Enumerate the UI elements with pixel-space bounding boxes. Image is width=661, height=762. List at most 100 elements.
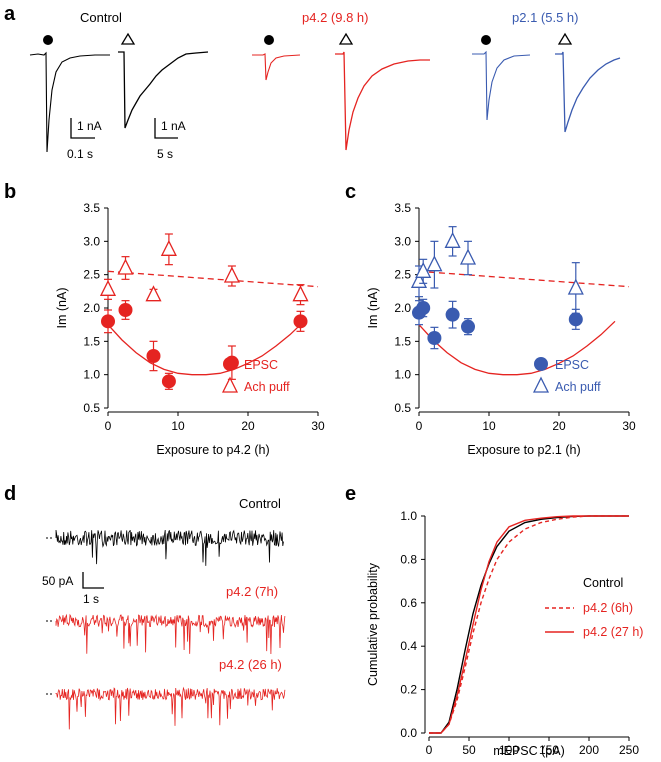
x-tick-label: 10 — [482, 419, 496, 433]
y-tick-label: 1.0 — [400, 509, 417, 523]
control-trace-label: Control — [80, 10, 122, 25]
epsc-point — [427, 331, 442, 345]
x-tick-label: 200 — [579, 743, 599, 757]
panel-c: c 0.5 1.0 1.5 2.0 2.5 3.0 3.5 0 10 20 30 Exposure t… — [345, 181, 636, 457]
x-tick-label: 20 — [552, 419, 566, 433]
scalebar-1-time: 0.1 s — [67, 147, 93, 161]
y-tick-label: 1.0 — [394, 368, 411, 382]
scalebar-1-amp: 1 nA — [77, 119, 102, 133]
ach-puff-point — [292, 285, 309, 302]
y-tick-label: 1.0 — [83, 368, 100, 382]
y-tick-label: 3.5 — [394, 201, 411, 215]
legend-epsc-marker — [534, 357, 548, 371]
ach-puff-point — [459, 248, 477, 265]
x-tick-label: 0 — [416, 419, 423, 433]
panel-c-letter: c — [345, 181, 356, 203]
control-puff-trace — [118, 51, 209, 129]
x-tick-label: 20 — [241, 419, 255, 433]
ach-fit-line — [107, 270, 319, 288]
y-axis-label: Cumulative probability — [366, 562, 380, 686]
scalebar-2-amp: 1 nA — [161, 119, 186, 133]
x-tick-label: 30 — [311, 419, 325, 433]
x-tick-label: 10 — [171, 419, 185, 433]
panel-e: e 0.0 0.2 0.4 0.6 0.8 1.0 0 50 100 150 200 250 mEPSC… — [345, 483, 643, 758]
epsc-point — [461, 319, 475, 334]
panel-d: d Control p4.2 (7h) p4.2 (26 h) 50 pA 1 … — [4, 483, 286, 730]
y-axis-label: Im (nA) — [55, 288, 69, 329]
d-control-label: Control — [239, 496, 281, 511]
chart-c: 0.5 1.0 1.5 2.0 2.5 3.0 3.5 0 10 20 30 Exposure to … — [366, 201, 636, 457]
ach-puff-point — [567, 278, 584, 295]
y-tick-label: 2.0 — [83, 301, 100, 315]
p42-puff-trace — [335, 51, 430, 151]
d-p42-26h-label: p4.2 (26 h) — [219, 657, 282, 672]
epsc-point — [118, 303, 133, 317]
y-tick-label: 2.0 — [394, 301, 411, 315]
y-tick-label: 0.6 — [400, 596, 417, 610]
legend-p42-27h-label: p4.2 (27 h) — [583, 625, 643, 639]
legend-control-label: Control — [583, 576, 623, 590]
y-tick-label: 1.5 — [83, 334, 100, 348]
ach-puff-point — [145, 285, 162, 302]
epsc-point — [146, 349, 161, 363]
ach-puff-point — [415, 261, 432, 278]
control-mepsc-trace — [55, 529, 284, 566]
y-tick-label: 0.5 — [83, 401, 100, 415]
y-tick-label: 0.0 — [400, 726, 417, 740]
p42-26h-mepsc-trace — [55, 686, 286, 730]
p42-7h-mepsc-trace — [55, 613, 286, 655]
legend-epsc-label: EPSC — [555, 358, 589, 372]
epsc-point — [416, 301, 431, 315]
p21-puff-trace — [555, 51, 621, 133]
x-tick-label: 50 — [462, 743, 476, 757]
p42-trace-label: p4.2 (9.8 h) — [302, 10, 369, 25]
d-p42-7h-label: p4.2 (7h) — [226, 584, 278, 599]
y-tick-label: 0.2 — [400, 683, 417, 697]
panel-a-letter: a — [4, 3, 16, 25]
scalebar-2 — [154, 118, 178, 139]
legend-ach-label: Ach puff — [244, 380, 290, 394]
panel-b: b 0.5 1.0 1.5 2.0 2.5 3.0 3.5 0 10 20 30 Exposure t… — [4, 181, 325, 457]
x-tick-label: 0 — [426, 743, 433, 757]
ach-puff-point — [160, 239, 177, 256]
x-tick-label: 100 — [499, 743, 519, 757]
control-epsc-trace — [29, 51, 110, 153]
legend-epsc-label: EPSC — [244, 358, 278, 372]
p21-epsc-trace — [472, 50, 531, 121]
x-tick-label: 250 — [619, 743, 639, 757]
p21-trace-label: p2.1 (5.5 h) — [512, 10, 579, 25]
puff-triangle-icon — [120, 32, 136, 45]
panel-b-letter: b — [4, 181, 16, 203]
epsc-point — [161, 374, 176, 389]
scalebar-2-time: 5 s — [157, 147, 173, 161]
stim-dot-icon — [481, 35, 491, 45]
epsc-fit-curve — [418, 320, 616, 376]
legend-ach-marker — [532, 376, 550, 393]
stim-dot-icon — [264, 35, 274, 45]
x-tick-label: 150 — [539, 743, 559, 757]
x-axis-label: mEPSC (pA) — [493, 744, 565, 758]
cdf-line-2 — [429, 515, 629, 734]
legend-p42-6h-label: p4.2 (6h) — [583, 601, 633, 615]
x-axis-label: Exposure to p2.1 (h) — [467, 443, 580, 457]
x-tick-label: 30 — [622, 419, 636, 433]
y-tick-label: 2.5 — [394, 268, 411, 282]
epsc-point — [293, 314, 308, 329]
y-tick-label: 3.0 — [83, 234, 100, 248]
epsc-point — [101, 314, 115, 329]
x-axis-label: Exposure to p4.2 (h) — [156, 443, 269, 457]
legend-ach-marker — [221, 376, 239, 393]
chart-e: 0.0 0.2 0.4 0.6 0.8 1.0 0 50 100 150 200 250 mEPSC (… — [366, 509, 643, 758]
epsc-point — [445, 307, 460, 322]
panel-a: a Control p4.2 (9.8 h) p2.1 (5.5 h) 1 nA… — [4, 3, 621, 161]
panel-d-letter: d — [4, 483, 16, 505]
ach-puff-point — [426, 255, 443, 272]
y-tick-label: 0.5 — [394, 401, 411, 415]
scalebar-d-amp: 50 pA — [42, 574, 73, 588]
stim-dot-icon — [43, 35, 53, 45]
y-tick-label: 3.0 — [394, 234, 411, 248]
y-tick-label: 3.5 — [83, 201, 100, 215]
y-tick-label: 0.4 — [400, 639, 417, 653]
ach-fit-line — [418, 270, 630, 288]
